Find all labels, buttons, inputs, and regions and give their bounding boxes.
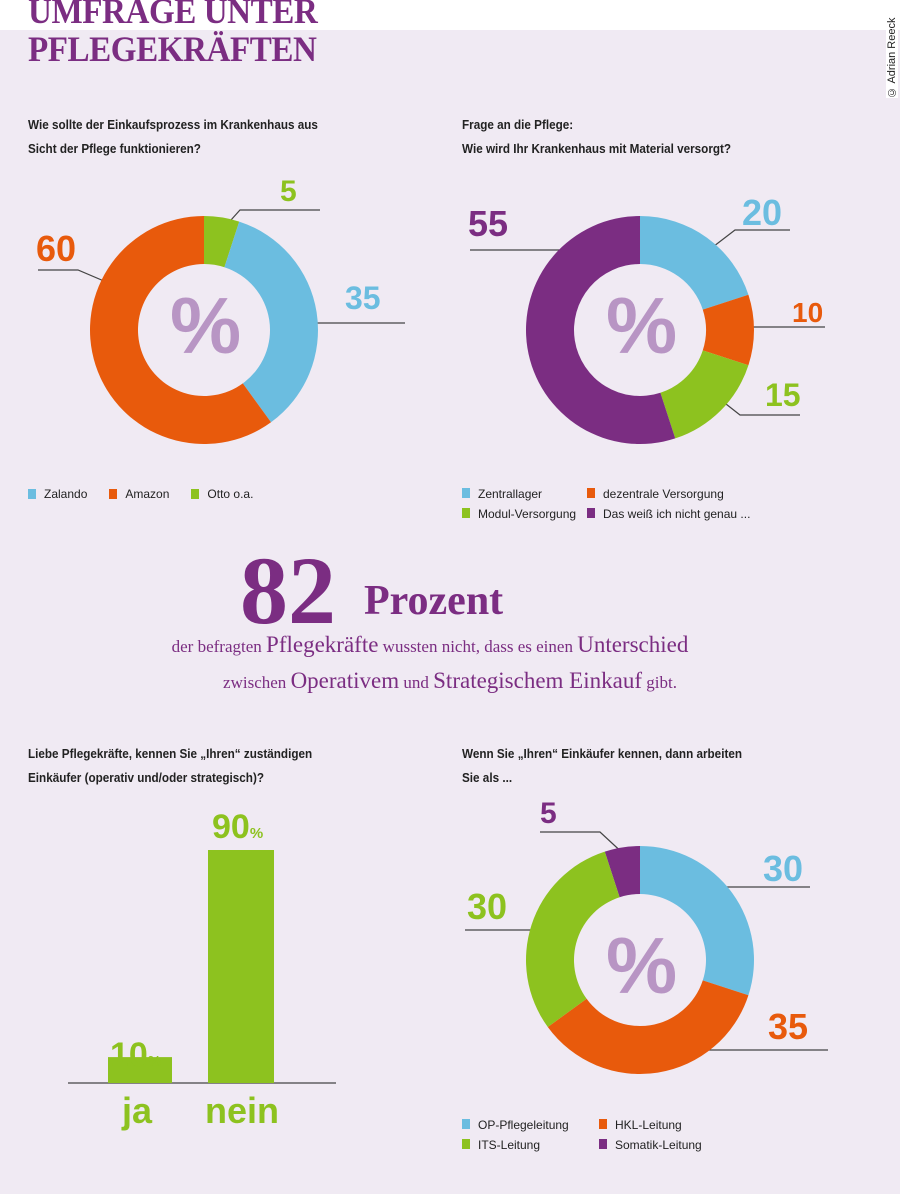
question-3-line-1: Liebe Pflegekräfte, kennen Sie „Ihren“ z…: [28, 746, 313, 761]
question-3: Liebe Pflegekräfte, kennen Sie „Ihren“ z…: [28, 742, 312, 790]
highlight-number: 82: [240, 537, 336, 644]
legend-item: ITS-Leitung: [462, 1138, 599, 1152]
donut-slice: [525, 851, 620, 1028]
legend-item: OP-Pflegeleitung: [462, 1118, 599, 1132]
donut-slice: [204, 216, 240, 268]
donut-slice: [89, 216, 272, 444]
bar-unit: %: [147, 1053, 162, 1070]
percent-symbol: %: [606, 921, 678, 1010]
bar-value-label: 90%: [212, 808, 263, 847]
legend-item: Zentrallager: [462, 487, 587, 501]
donut-slice: [640, 216, 749, 310]
question-2-line-1: Frage an die Pflege:: [462, 117, 574, 132]
data-label: 35: [768, 1006, 809, 1047]
data-label: 5: [280, 175, 297, 208]
legend-item-label: OP-Pflegeleitung: [478, 1118, 569, 1132]
question-2-line-2: Wie wird Ihr Krankenhaus mit Material ve…: [462, 141, 732, 156]
donut-slice: [224, 221, 318, 423]
legend-item-label: ITS-Leitung: [478, 1138, 541, 1152]
legend-swatch: [191, 489, 200, 499]
bar-value: 90: [212, 808, 250, 846]
text: Strategischem Einkauf: [433, 668, 642, 693]
donut-slice: [526, 216, 676, 444]
highlight-sentence-1: der befragten Pflegekräfte wussten nicht…: [0, 632, 860, 658]
legend-item: Zalando: [44, 487, 88, 501]
legend-item-label: Das weiß ich nicht genau ...: [603, 507, 751, 521]
legend-swatch: [28, 489, 36, 499]
text: Pflegekräfte: [266, 632, 379, 657]
legend-item: HKL-Leitung: [599, 1118, 749, 1132]
legend-item-label: Zentrallager: [478, 487, 543, 501]
data-label: 30: [467, 886, 508, 927]
legend-2: Zentrallager dezentrale Versorgung Modul…: [462, 487, 767, 521]
bar-ja: [108, 1057, 172, 1083]
text: gibt.: [642, 673, 677, 692]
percent-symbol: %: [170, 281, 242, 370]
text: zwischen: [223, 673, 291, 692]
data-label: 15: [765, 377, 801, 413]
data-label: 20: [742, 192, 783, 233]
question-1: Wie sollte der Einkaufsprozess im Kranke…: [28, 113, 318, 161]
data-label: 35: [345, 280, 381, 316]
bar-unit: %: [249, 825, 264, 842]
data-label: 60: [36, 228, 77, 269]
text: Operativem: [290, 668, 400, 693]
question-4: Wenn Sie „Ihren“ Einkäufer kennen, dann …: [462, 742, 742, 790]
text: Unterschied: [577, 632, 689, 657]
donut-slice: [702, 294, 755, 366]
text: wussten nicht, dass es einen: [378, 637, 578, 656]
data-label: 5: [540, 797, 557, 830]
legend-item: Modul-Versorgung: [462, 507, 587, 521]
donut-slice: [660, 350, 749, 439]
bar-category-label: nein: [205, 1090, 280, 1131]
text: und: [399, 673, 434, 692]
legend-item: dezentrale Versorgung: [587, 487, 767, 501]
question-1-line-1: Wie sollte der Einkaufsprozess im Kranke…: [28, 117, 318, 132]
legend-1: Zalando Amazon Otto o.a.: [28, 487, 253, 501]
bar-value-label: 10%: [110, 1036, 161, 1075]
donut-slice: [640, 846, 755, 996]
legend-item: Amazon: [125, 487, 170, 501]
percent-symbol: %: [606, 281, 678, 370]
bar-category-label: ja: [122, 1090, 153, 1131]
question-4-line-2: Sie als ...: [462, 770, 513, 785]
question-1-line-2: Sicht der Pflege funktionieren?: [28, 141, 201, 156]
page-title: UMFRAGE UNTER PFLEGEKRÄFTEN: [28, 0, 318, 69]
legend-item: Somatik-Leitung: [599, 1138, 749, 1152]
donut-slice: [604, 846, 640, 898]
legend-item-label: Somatik-Leitung: [615, 1138, 702, 1152]
legend-item-label: HKL-Leitung: [615, 1118, 682, 1132]
legend-item-label: Modul-Versorgung: [478, 507, 577, 521]
highlight-sentence-2: zwischen Operativem und Strategischem Ei…: [20, 668, 880, 694]
question-2: Frage an die Pflege: Wie wird Ihr Kranken…: [462, 113, 731, 161]
legend-swatch: [109, 489, 118, 499]
bar-value: 10: [110, 1036, 148, 1074]
data-label: 55: [468, 203, 509, 244]
data-label: 10: [792, 297, 824, 328]
legend-4: OP-Pflegeleitung HKL-Leitung ITS-Leitung…: [462, 1118, 749, 1152]
data-label: 30: [763, 848, 804, 889]
legend-item: Das weiß ich nicht genau ...: [587, 507, 767, 521]
text: der befragten: [171, 637, 267, 656]
top-strip: [0, 0, 900, 30]
highlight-unit: Prozent: [364, 578, 504, 624]
question-3-line-2: Einkäufer (operativ und/oder strategisch…: [28, 770, 264, 785]
bar-nein: [208, 850, 274, 1083]
legend-item: Otto o.a.: [207, 487, 254, 501]
title-line-2: PFLEGEKRÄFTEN: [28, 29, 317, 69]
question-4-line-1: Wenn Sie „Ihren“ Einkäufer kennen, dann …: [462, 746, 742, 761]
donut-slice: [547, 980, 749, 1074]
legend-item-label: dezentrale Versorgung: [603, 487, 724, 501]
title-line-1: UMFRAGE UNTER: [28, 0, 318, 31]
